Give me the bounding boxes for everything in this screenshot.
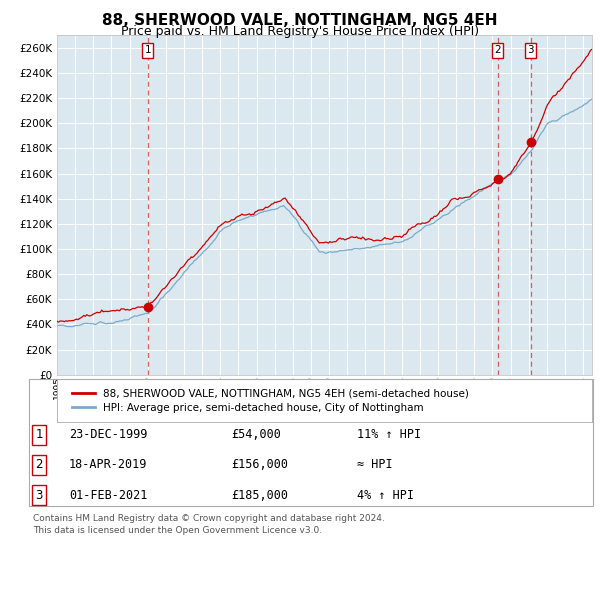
Text: 2: 2 (494, 45, 501, 55)
Text: Price paid vs. HM Land Registry's House Price Index (HPI): Price paid vs. HM Land Registry's House … (121, 25, 479, 38)
Text: £54,000: £54,000 (231, 428, 281, 441)
Text: 4% ↑ HPI: 4% ↑ HPI (357, 489, 414, 502)
Text: Contains HM Land Registry data © Crown copyright and database right 2024.
This d: Contains HM Land Registry data © Crown c… (33, 514, 385, 535)
Text: 18-APR-2019: 18-APR-2019 (69, 458, 148, 471)
Legend: 88, SHERWOOD VALE, NOTTINGHAM, NG5 4EH (semi-detached house), HPI: Average price: 88, SHERWOOD VALE, NOTTINGHAM, NG5 4EH (… (68, 384, 473, 417)
Text: ≈ HPI: ≈ HPI (357, 458, 392, 471)
Text: 11% ↑ HPI: 11% ↑ HPI (357, 428, 421, 441)
Text: 3: 3 (35, 489, 43, 502)
Text: £185,000: £185,000 (231, 489, 288, 502)
Text: 1: 1 (145, 45, 151, 55)
Text: £156,000: £156,000 (231, 458, 288, 471)
Text: 88, SHERWOOD VALE, NOTTINGHAM, NG5 4EH: 88, SHERWOOD VALE, NOTTINGHAM, NG5 4EH (102, 13, 498, 28)
Text: 2: 2 (35, 458, 43, 471)
Text: 1: 1 (35, 428, 43, 441)
Text: 01-FEB-2021: 01-FEB-2021 (69, 489, 148, 502)
Text: 3: 3 (527, 45, 534, 55)
Text: 23-DEC-1999: 23-DEC-1999 (69, 428, 148, 441)
